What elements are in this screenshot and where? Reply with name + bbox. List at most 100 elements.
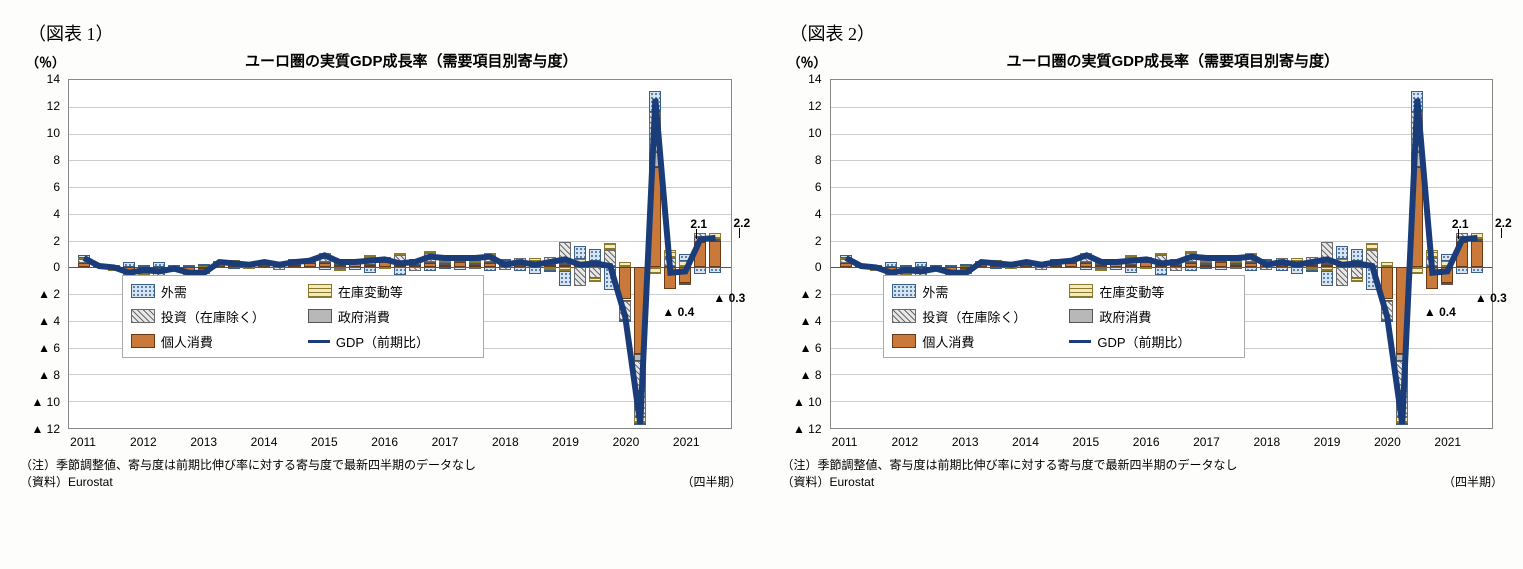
- y-axis-unit: （％）: [26, 52, 65, 71]
- y-tick: ▲ 12: [793, 422, 822, 436]
- legend-label: 政府消費: [1099, 307, 1151, 326]
- x-tick: 2015: [1072, 435, 1099, 449]
- gdp-line-layer: [831, 80, 1493, 428]
- chart-panel-0: （図表 1）（％）ユーロ圏の実質GDP成長率（需要項目別寄与度）2.12.2▲ …: [20, 20, 742, 491]
- chart-frame: 2.12.2▲ 0.4▲ 0.3外需在庫変動等投資（在庫除く）政府消費個人消費G…: [20, 73, 742, 453]
- chart-panel-1: （図表 2）（％）ユーロ圏の実質GDP成長率（需要項目別寄与度）2.12.2▲ …: [782, 20, 1504, 491]
- y-tick: 12: [47, 99, 60, 113]
- legend-item-gov: 政府消費: [1069, 307, 1236, 326]
- y-tick: 14: [47, 72, 60, 86]
- x-tick: 2019: [1314, 435, 1341, 449]
- legend-item-gdp: GDP（前期比）: [1069, 332, 1236, 351]
- x-tick: 2021: [1434, 435, 1461, 449]
- legend-label: 個人消費: [922, 332, 974, 351]
- legend-swatch-line: [1069, 340, 1091, 343]
- note-line: （注）季節調整値、寄与度は前期比伸び率に対する寄与度で最新四半期のデータなし: [20, 457, 742, 474]
- y-tick: 8: [815, 153, 822, 167]
- x-tick: 2011: [70, 435, 96, 449]
- y-tick: ▲ 4: [800, 314, 822, 328]
- x-tick: 2018: [1253, 435, 1280, 449]
- annotation-label: 2.2: [1495, 216, 1512, 230]
- title-row: （％）ユーロ圏の実質GDP成長率（需要項目別寄与度）: [20, 50, 742, 71]
- legend-label: 個人消費: [161, 332, 213, 351]
- legend-swatch: [892, 334, 916, 348]
- legend-label: 在庫変動等: [1099, 282, 1164, 301]
- x-tick: 2019: [552, 435, 579, 449]
- x-tick: 2014: [1012, 435, 1039, 449]
- x-tick: 2012: [892, 435, 919, 449]
- y-tick: 12: [808, 99, 821, 113]
- y-tick: 0: [815, 260, 822, 274]
- legend-item-inventory: 在庫変動等: [1069, 282, 1236, 301]
- legend-label: GDP（前期比）: [336, 332, 429, 351]
- annotation-label: ▲ 0.3: [1475, 291, 1507, 305]
- x-tick-labels: 2011201220132014201520162017201820192020…: [68, 433, 732, 453]
- y-tick: ▲ 2: [800, 287, 822, 301]
- y-tick: ▲ 2: [38, 287, 60, 301]
- chart-notes: （注）季節調整値、寄与度は前期比伸び率に対する寄与度で最新四半期のデータなし（資…: [20, 457, 742, 491]
- legend: 外需 在庫変動等投資（在庫除く） 政府消費個人消費 GDP（前期比）: [122, 275, 484, 358]
- x-axis-label: （四半期）: [681, 474, 741, 491]
- x-tick: 2020: [1374, 435, 1401, 449]
- y-tick: 0: [53, 260, 60, 274]
- x-tick-labels: 2011201220132014201520162017201820192020…: [830, 433, 1494, 453]
- legend-swatch: [892, 284, 916, 298]
- x-tick: 2015: [311, 435, 338, 449]
- legend-label: 投資（在庫除く）: [161, 307, 265, 326]
- note-line: （注）季節調整値、寄与度は前期比伸び率に対する寄与度で最新四半期のデータなし: [782, 457, 1504, 474]
- x-tick: 2016: [371, 435, 398, 449]
- legend-label: 投資（在庫除く）: [922, 307, 1026, 326]
- plot-area: 2.12.2▲ 0.4▲ 0.3外需在庫変動等投資（在庫除く）政府消費個人消費G…: [68, 79, 732, 429]
- plot-area: 2.12.2▲ 0.4▲ 0.3外需在庫変動等投資（在庫除く）政府消費個人消費G…: [830, 79, 1494, 429]
- legend-label: 在庫変動等: [338, 282, 403, 301]
- y-tick: ▲ 12: [31, 422, 60, 436]
- annotation-label: ▲ 0.3: [713, 291, 745, 305]
- y-tick: 6: [815, 180, 822, 194]
- y-tick: ▲ 10: [31, 395, 60, 409]
- y-tick: 4: [815, 207, 822, 221]
- x-axis-label: （四半期）: [1443, 474, 1503, 491]
- legend-item-investment: 投資（在庫除く）: [131, 307, 298, 326]
- y-tick: 14: [808, 72, 821, 86]
- legend-swatch: [308, 284, 332, 298]
- annotation-label: ▲ 0.4: [1424, 305, 1456, 319]
- x-tick: 2021: [673, 435, 700, 449]
- legend-item-inventory: 在庫変動等: [308, 282, 475, 301]
- legend-label: 外需: [922, 282, 948, 301]
- x-tick: 2017: [432, 435, 459, 449]
- chart-notes: （注）季節調整値、寄与度は前期比伸び率に対する寄与度で最新四半期のデータなし（資…: [782, 457, 1504, 491]
- annotation-label: 2.2: [733, 216, 750, 230]
- figure-label: （図表 2）: [790, 20, 1504, 46]
- legend-item-investment: 投資（在庫除く）: [892, 307, 1059, 326]
- figure-label: （図表 1）: [28, 20, 742, 46]
- legend-item-ext_demand: 外需: [131, 282, 298, 301]
- legend-swatch: [308, 309, 332, 323]
- y-tick: 10: [47, 126, 60, 140]
- source-line: （資料）Eurostat: [782, 474, 875, 491]
- y-tick-labels: ▲ 12▲ 10▲ 8▲ 6▲ 4▲ 202468101214: [782, 79, 826, 429]
- annotation-label: 2.1: [690, 217, 707, 231]
- legend-swatch-line: [308, 340, 330, 343]
- y-tick: 2: [815, 234, 822, 248]
- y-tick: ▲ 6: [800, 341, 822, 355]
- y-tick: ▲ 4: [38, 314, 60, 328]
- x-tick: 2016: [1133, 435, 1160, 449]
- x-tick: 2014: [251, 435, 278, 449]
- gdp-line: [84, 99, 715, 424]
- legend-swatch: [131, 334, 155, 348]
- chart-frame: 2.12.2▲ 0.4▲ 0.3外需在庫変動等投資（在庫除く）政府消費個人消費G…: [782, 73, 1504, 453]
- gdp-line-layer: [69, 80, 731, 428]
- annotation-label: 2.1: [1452, 217, 1469, 231]
- y-tick: ▲ 10: [793, 395, 822, 409]
- legend-label: 外需: [161, 282, 187, 301]
- y-tick: ▲ 8: [800, 368, 822, 382]
- legend-label: 政府消費: [338, 307, 390, 326]
- legend-label: GDP（前期比）: [1097, 332, 1190, 351]
- title-row: （％）ユーロ圏の実質GDP成長率（需要項目別寄与度）: [782, 50, 1504, 71]
- y-tick: ▲ 8: [38, 368, 60, 382]
- y-tick-labels: ▲ 12▲ 10▲ 8▲ 6▲ 4▲ 202468101214: [20, 79, 64, 429]
- legend: 外需 在庫変動等投資（在庫除く） 政府消費個人消費 GDP（前期比）: [883, 275, 1245, 358]
- legend-swatch: [131, 309, 155, 323]
- y-tick: 2: [53, 234, 60, 248]
- legend-swatch: [892, 309, 916, 323]
